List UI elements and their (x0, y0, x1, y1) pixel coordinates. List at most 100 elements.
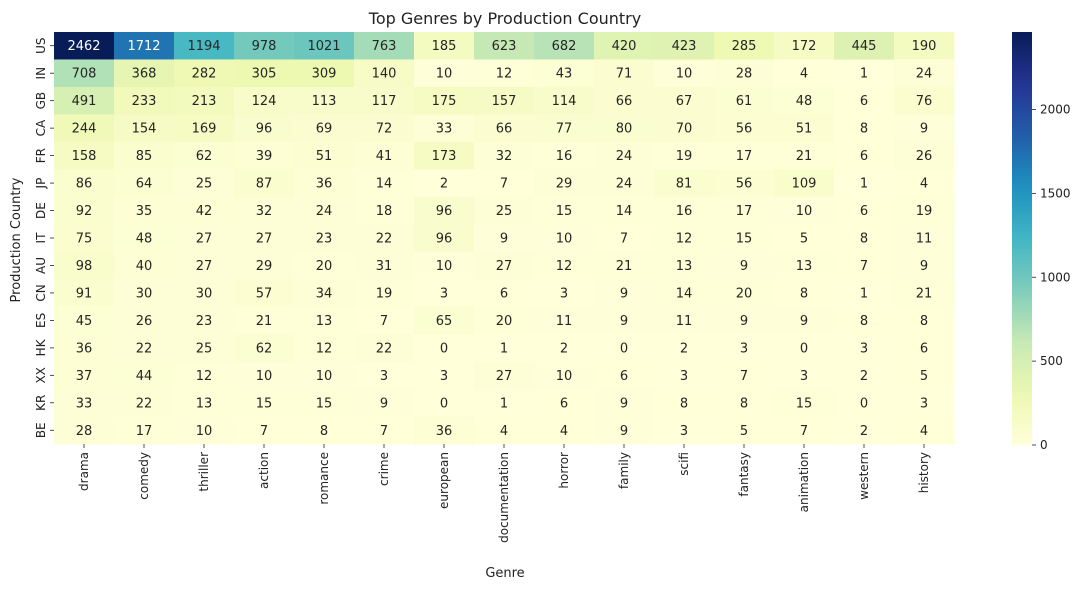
cell-value-label: 44 (136, 369, 153, 384)
x-tick-label: documentation (497, 452, 511, 543)
heatmap-cell (114, 224, 175, 253)
cell-value-label: 9 (380, 396, 388, 411)
heatmap-cell (594, 196, 655, 225)
cell-value-label: 7 (380, 424, 388, 439)
heatmap-cell (834, 86, 895, 115)
cell-value-label: 15 (796, 396, 813, 411)
heatmap-cell (654, 306, 715, 335)
cell-value-label: 91 (76, 286, 93, 301)
cell-value-label: 10 (316, 369, 333, 384)
cell-value-label: 233 (132, 94, 157, 109)
heatmap-cell (114, 389, 175, 418)
cell-value-label: 10 (436, 259, 453, 274)
cell-value-label: 4 (920, 424, 928, 439)
heatmap-cell (894, 361, 955, 390)
cell-value-label: 1194 (187, 39, 220, 54)
cell-value-label: 28 (736, 67, 753, 82)
heatmap-cell (714, 141, 775, 170)
heatmap-cell (294, 114, 355, 143)
cell-value-label: 140 (372, 67, 397, 82)
cell-value-label: 24 (616, 149, 633, 164)
heatmap-cell (354, 279, 415, 308)
heatmap-cell (234, 389, 295, 418)
heatmap-cell (654, 114, 715, 143)
heatmap-cell (774, 389, 835, 418)
cell-value-label: 3 (680, 369, 688, 384)
cell-value-label: 29 (556, 177, 573, 192)
heatmap-cell (714, 114, 775, 143)
heatmap-cell (414, 86, 475, 115)
cell-value-label: 6 (860, 204, 868, 219)
cell-value-label: 3 (380, 369, 388, 384)
heatmap-cell (534, 334, 595, 363)
heatmap-cell (774, 279, 835, 308)
heatmap-cell (714, 416, 775, 445)
heatmap-cell (894, 224, 955, 253)
heatmap-cell (594, 224, 655, 253)
cell-value-label: 76 (916, 94, 933, 109)
cell-value-label: 3 (440, 369, 448, 384)
heatmap-cell (54, 86, 115, 115)
cell-value-label: 41 (376, 149, 393, 164)
cell-value-label: 72 (376, 122, 393, 137)
cell-value-label: 0 (620, 341, 628, 356)
heatmap-cell (894, 251, 955, 280)
cell-value-label: 17 (736, 149, 753, 164)
cell-value-label: 96 (436, 232, 453, 247)
heatmap-cell (654, 141, 715, 170)
cell-value-label: 12 (196, 369, 213, 384)
heatmap-cell (894, 141, 955, 170)
cell-value-label: 56 (736, 122, 753, 137)
cell-value-label: 7 (380, 314, 388, 329)
cell-value-label: 96 (256, 122, 273, 137)
cell-value-label: 40 (136, 259, 153, 274)
heatmap-cell (174, 416, 235, 445)
heatmap-cell (114, 196, 175, 225)
y-tick-label: BE (34, 422, 48, 438)
heatmap-cell (654, 361, 715, 390)
cell-value-label: 64 (136, 177, 153, 192)
heatmap-cell (774, 114, 835, 143)
cell-value-label: 169 (192, 122, 217, 137)
heatmap-cell (294, 416, 355, 445)
cell-value-label: 6 (620, 369, 628, 384)
heatmap-cell (114, 169, 175, 198)
heatmap-cell (834, 361, 895, 390)
cell-value-label: 7 (500, 177, 508, 192)
heatmap-cell (834, 389, 895, 418)
heatmap-cell (534, 141, 595, 170)
cell-value-label: 10 (436, 67, 453, 82)
cell-value-label: 24 (316, 204, 333, 219)
cell-value-label: 30 (136, 286, 153, 301)
heatmap-cell (834, 141, 895, 170)
heatmap-cell (174, 169, 235, 198)
cell-value-label: 3 (560, 286, 568, 301)
heatmap-cell (414, 334, 475, 363)
heatmap-cell (714, 306, 775, 335)
cell-value-label: 36 (436, 424, 453, 439)
cell-value-label: 21 (916, 286, 933, 301)
cell-value-label: 309 (312, 67, 337, 82)
heatmap-cell (474, 306, 535, 335)
colorbar-tick-label: 0 (1040, 438, 1048, 452)
heatmap-cell (354, 32, 415, 60)
heatmap-cell (234, 279, 295, 308)
cell-value-label: 5 (920, 369, 928, 384)
heatmap-cell (774, 306, 835, 335)
heatmap-cell (594, 86, 655, 115)
cell-value-label: 30 (196, 286, 213, 301)
cell-value-label: 1 (500, 396, 508, 411)
cell-value-label: 12 (676, 232, 693, 247)
heatmap-cell (54, 251, 115, 280)
heatmap-cell (714, 224, 775, 253)
x-tick-label: thriller (197, 452, 211, 492)
cell-value-label: 77 (556, 122, 573, 137)
cell-value-label: 423 (672, 39, 697, 54)
cell-value-label: 8 (740, 396, 748, 411)
heatmap-cell (654, 389, 715, 418)
heatmap-cell (54, 361, 115, 390)
cell-value-label: 9 (620, 314, 628, 329)
heatmap-cell (234, 32, 295, 60)
cell-value-label: 154 (132, 122, 157, 137)
